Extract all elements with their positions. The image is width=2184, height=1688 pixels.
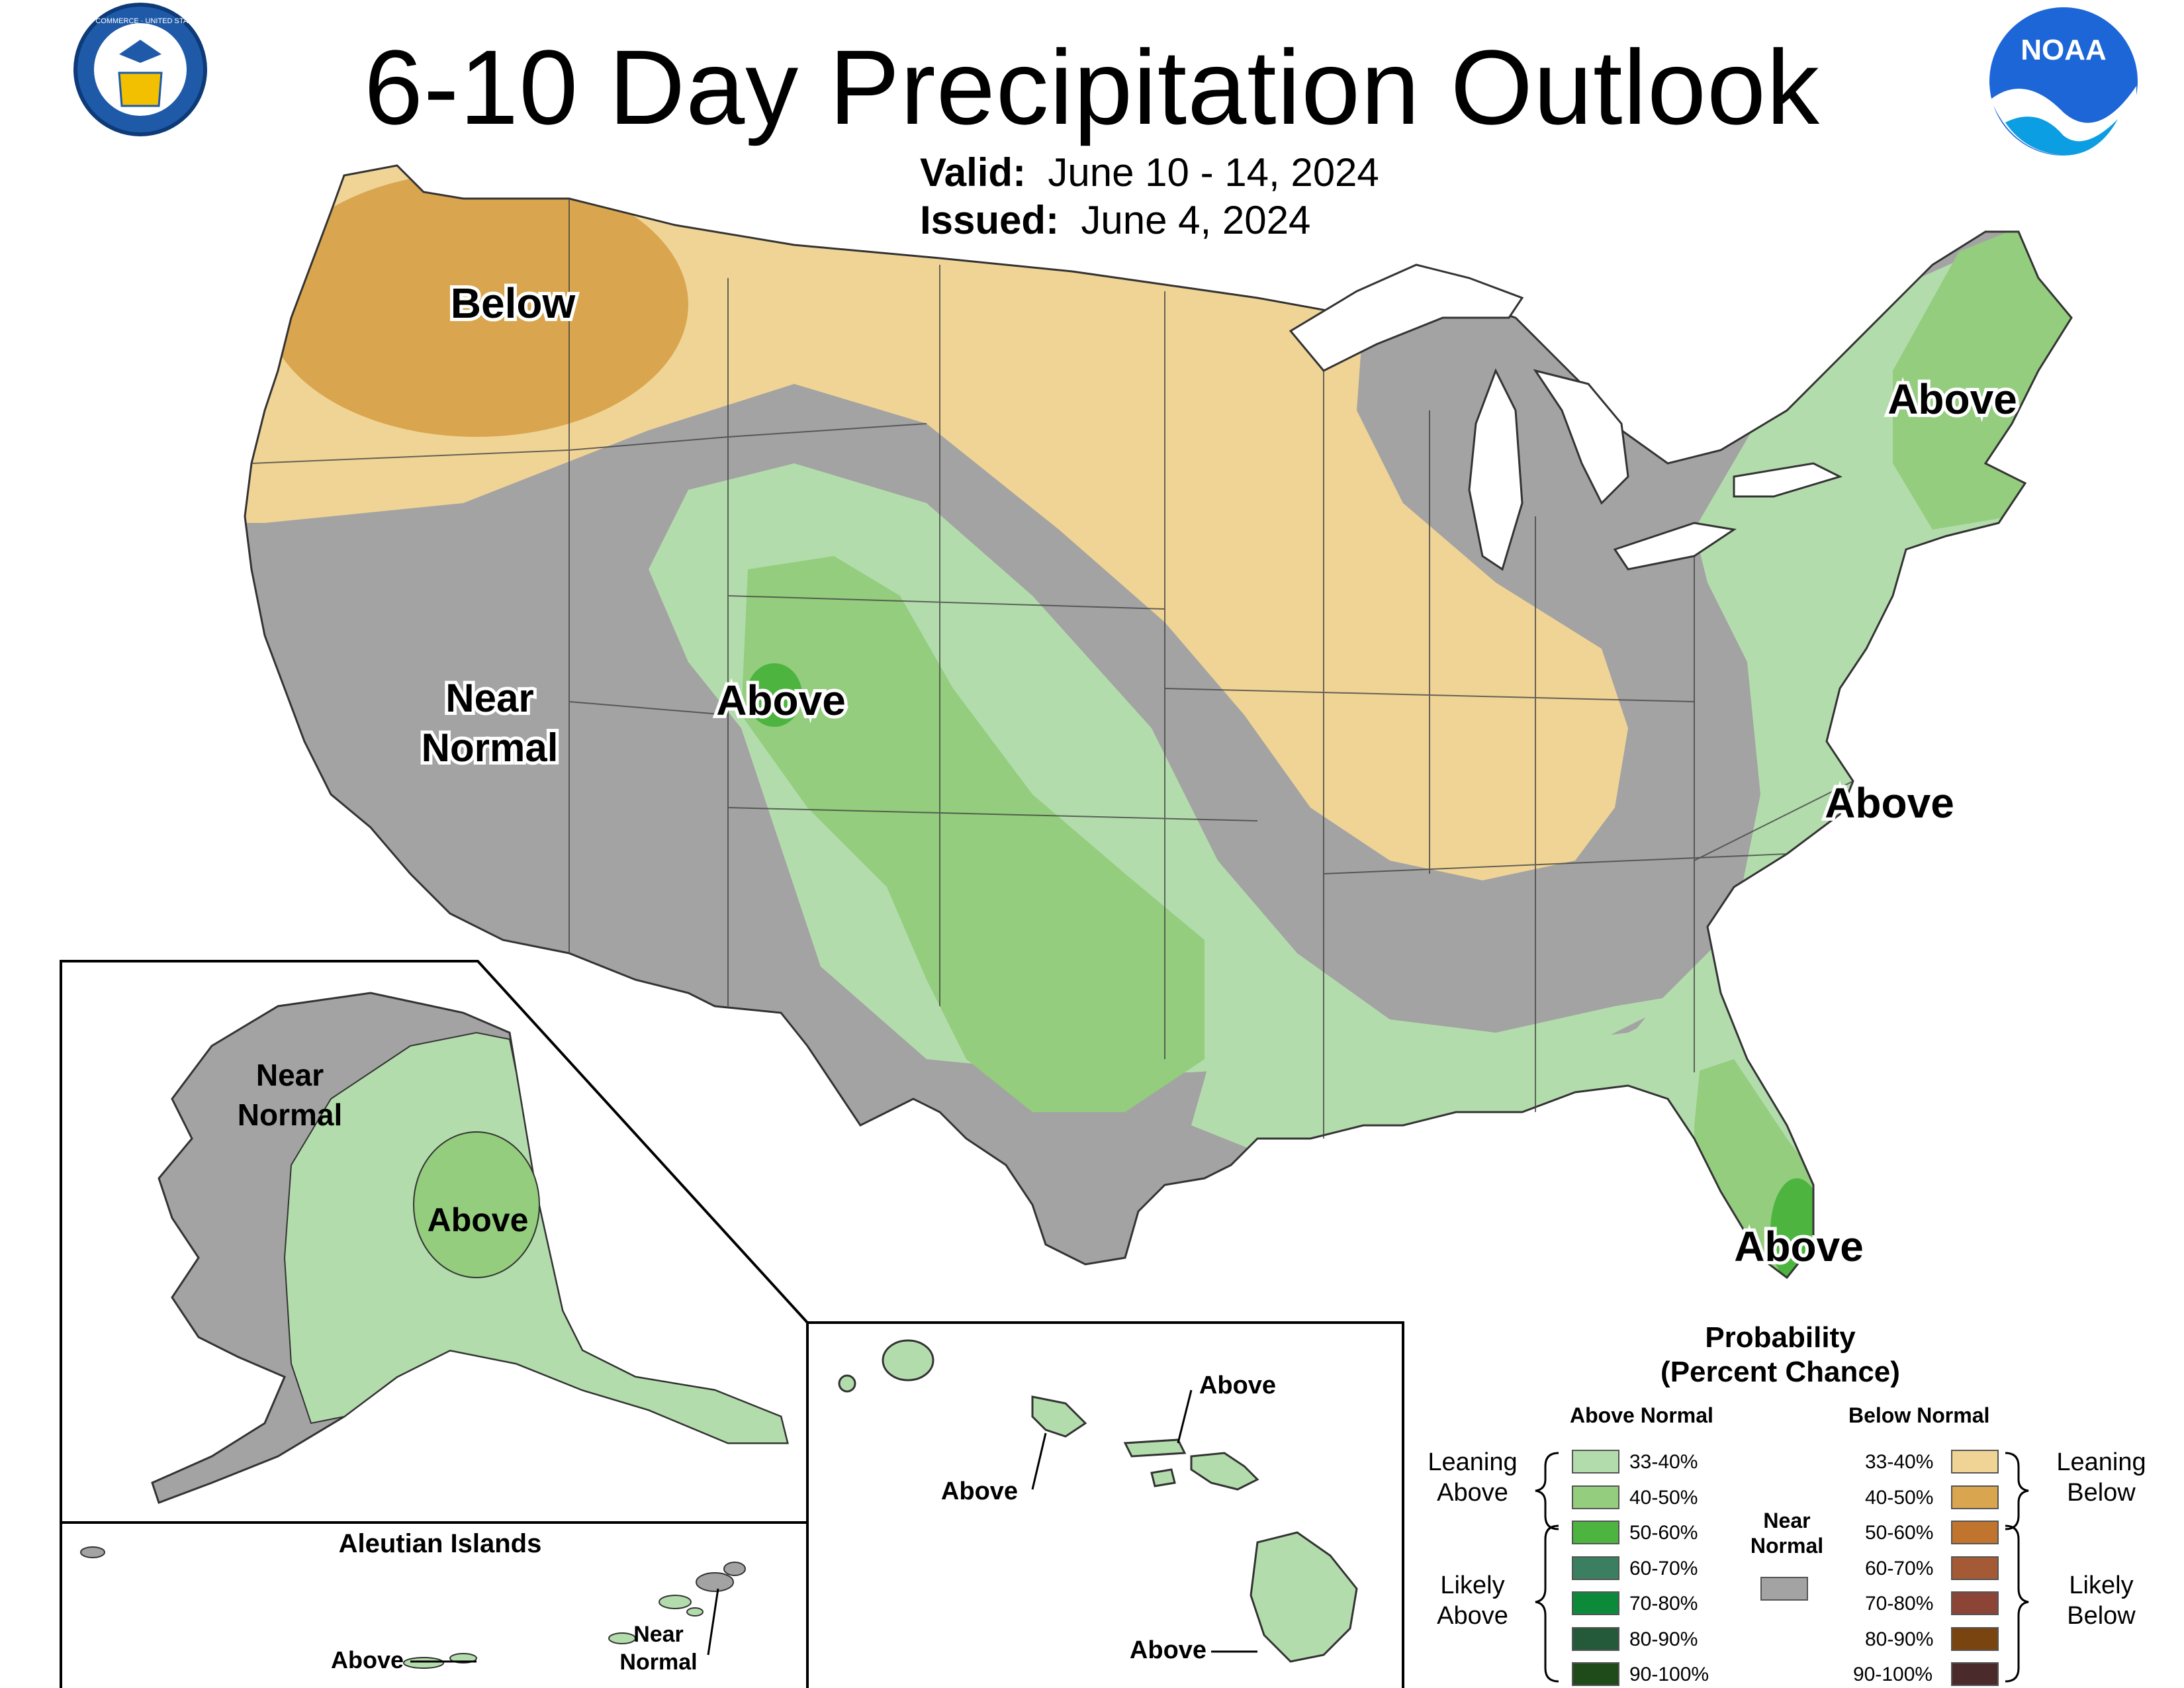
legend-above-swatch-0 xyxy=(1572,1450,1619,1474)
legend-below-range-2: 50-60% xyxy=(1865,1522,1934,1544)
aleutian-label-above: Above xyxy=(331,1646,404,1673)
hawaii-inset-frame xyxy=(806,1321,1404,1688)
alaska-40-50 xyxy=(413,1131,540,1278)
leaning-below-1: Leaning xyxy=(2056,1448,2146,1476)
legend-below-header: Below Normal xyxy=(1848,1403,1990,1427)
label-near-normal-1: Near xyxy=(445,676,533,720)
leaning-below-region xyxy=(245,165,2071,880)
legend-leaning-below: Leaning Below xyxy=(2045,1447,2158,1508)
legend-below-range-3: 60-70% xyxy=(1865,1557,1934,1579)
south-40-50-region xyxy=(741,556,1205,1112)
legend-above-range-6: 90-100% xyxy=(1629,1664,1709,1685)
legend-title-2: (Percent Chance) xyxy=(1661,1356,1900,1388)
legend-above-swatch-6 xyxy=(1572,1662,1619,1686)
likely-above-1: Likely xyxy=(1440,1571,1505,1599)
hi-label-1: Above xyxy=(1199,1372,1276,1399)
valid-value: June 10 - 14, 2024 xyxy=(1048,150,1379,195)
legend-above-swatch-2 xyxy=(1572,1521,1619,1544)
colorado-50-60-region xyxy=(747,663,802,727)
likely-below-1: Likely xyxy=(2069,1571,2134,1599)
valid-line: Valid: June 10 - 14, 2024 xyxy=(920,149,1379,197)
legend-above-swatch-4 xyxy=(1572,1591,1619,1615)
great-lakes xyxy=(1289,263,1843,571)
aleutian-islands xyxy=(80,1546,746,1592)
legend-above-range-0: 33-40% xyxy=(1629,1451,1698,1473)
legend-title-1: Probability xyxy=(1705,1321,1856,1354)
legend-below-swatch-4 xyxy=(1951,1591,1999,1615)
legend-above-range-2: 50-60% xyxy=(1629,1522,1698,1544)
legend-above-range-5: 80-90% xyxy=(1629,1628,1698,1650)
legend-below-range-4: 70-80% xyxy=(1865,1593,1934,1615)
issued-label: Issued: xyxy=(920,198,1060,242)
legend-above-range-4: 70-80% xyxy=(1629,1593,1698,1615)
conus-outline xyxy=(244,164,2073,1280)
legend-above-range-1: 40-50% xyxy=(1629,1486,1698,1509)
legend-above-swatch-3 xyxy=(1572,1556,1619,1580)
legend-title: Probability (Percent Chance) xyxy=(1621,1321,1939,1389)
page-title: 6-10 Day Precipitation Outlook xyxy=(364,28,1820,146)
legend-above-header: Above Normal xyxy=(1570,1403,1713,1427)
legend-below-range-5: 80-90% xyxy=(1865,1628,1934,1650)
legend-near-normal: Near Normal xyxy=(1741,1508,1833,1558)
legend-below-range-1: 40-50% xyxy=(1865,1486,1934,1509)
valid-label: Valid: xyxy=(920,150,1026,195)
ak-label-near-2: Normal xyxy=(238,1098,342,1132)
legend-leaning-above: Leaning Above xyxy=(1416,1447,1529,1508)
legend-below-range-0: 33-40% xyxy=(1865,1451,1934,1473)
legend-likely-below: Likely Below xyxy=(2045,1570,2158,1631)
aleutian-label-near-2: Normal xyxy=(619,1650,697,1675)
noaa-logo-text: NOAA xyxy=(2021,34,2107,66)
below-40-50-region xyxy=(265,172,688,437)
legend-above-range-3: 60-70% xyxy=(1629,1557,1698,1579)
legend-brackets xyxy=(1535,1452,2029,1683)
likely-below-2: Below xyxy=(2067,1602,2136,1630)
leaning-above-1: Leaning xyxy=(1428,1448,1518,1476)
aleutian-label-near-1: Near xyxy=(633,1622,684,1647)
legend-likely-above: Likely Above xyxy=(1416,1570,1529,1631)
legend-below-swatch-2 xyxy=(1951,1521,1999,1544)
ak-label-above: Above xyxy=(428,1201,529,1239)
aleutian-near-leader xyxy=(707,1588,719,1656)
label-above-florida: Above xyxy=(1734,1223,1864,1270)
hi-label-2: Above xyxy=(941,1477,1018,1505)
hi-leader-1 xyxy=(1177,1389,1193,1444)
label-below: Below xyxy=(451,279,576,327)
legend-near-normal-swatch xyxy=(1760,1577,1808,1601)
aleutian-title: Aleutian Islands xyxy=(339,1529,542,1558)
hawaii-islands xyxy=(838,1339,1358,1663)
leaning-below-2: Below xyxy=(2067,1479,2136,1507)
noaa-logo: NOAA xyxy=(1989,7,2138,156)
hi-leader-2 xyxy=(1031,1432,1047,1490)
label-above-southeast: Above xyxy=(1825,779,1954,827)
valid-issued-block: Valid: June 10 - 14, 2024 Issued: June 4… xyxy=(920,149,1379,244)
legend-below-swatch-1 xyxy=(1951,1485,1999,1509)
legend-below-range-6: 90-100% xyxy=(1853,1664,1933,1685)
label-above-northeast: Above xyxy=(1888,375,2017,423)
legend-above-swatch-5 xyxy=(1572,1626,1619,1651)
likely-above-2: Above xyxy=(1437,1602,1508,1630)
hi-label-3: Above xyxy=(1130,1636,1206,1664)
issued-value: June 4, 2024 xyxy=(1081,198,1311,242)
legend-below-swatch-0 xyxy=(1951,1450,1999,1474)
legend-above-swatch-1 xyxy=(1572,1485,1619,1509)
label-above-rockies: Above xyxy=(716,677,846,724)
issued-line: Issued: June 4, 2024 xyxy=(920,197,1379,244)
commerce-seal-logo: DEPARTMENT OF COMMERCE · UNITED STATES O… xyxy=(32,3,249,136)
ak-label-near-1: Near xyxy=(256,1058,324,1092)
legend-below-swatch-5 xyxy=(1951,1626,1999,1651)
state-borders xyxy=(251,199,1854,1139)
leaning-above-2: Above xyxy=(1437,1479,1508,1507)
legend-below-swatch-3 xyxy=(1951,1556,1999,1580)
legend-near-1: Near xyxy=(1763,1509,1811,1532)
legend-below-swatch-6 xyxy=(1951,1662,1999,1686)
label-near-normal-2: Normal xyxy=(422,726,559,770)
legend-near-2: Normal xyxy=(1750,1534,1824,1558)
commerce-seal-text: DEPARTMENT OF COMMERCE · UNITED STATES O… xyxy=(32,17,249,25)
